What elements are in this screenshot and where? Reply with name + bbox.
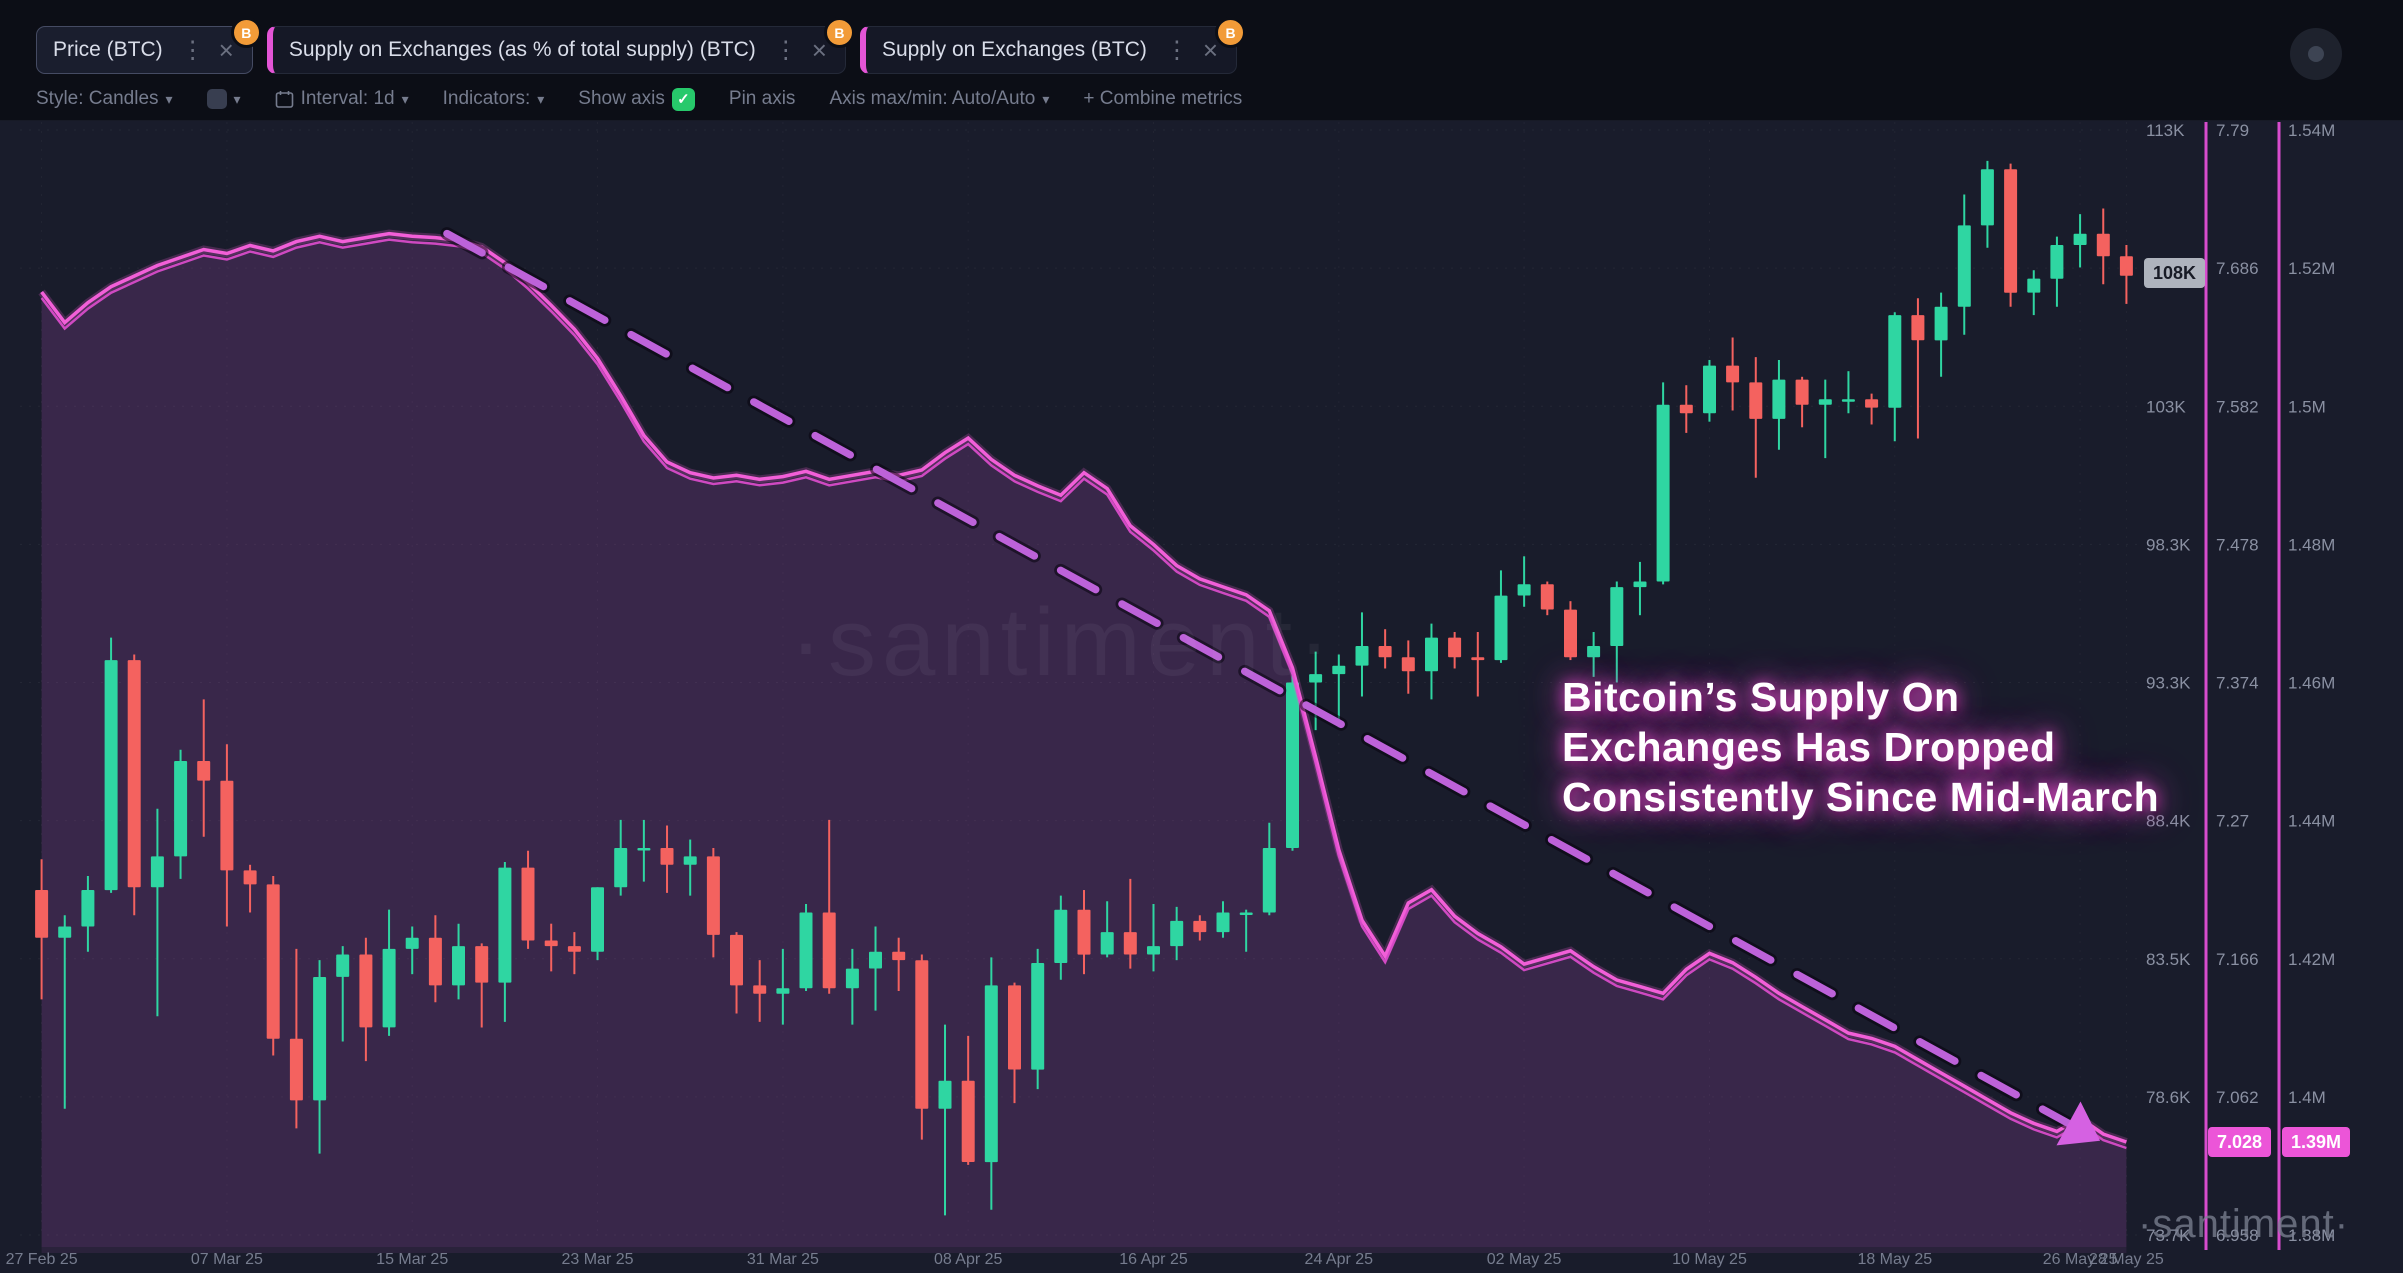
current-price-badge: 108K [2144, 258, 2206, 289]
svg-text:78.6K: 78.6K [2146, 1088, 2191, 1107]
close-icon[interactable]: × [1202, 34, 1219, 65]
svg-text:28 May 25: 28 May 25 [2089, 1251, 2164, 1268]
btc-asset-badge: B [1215, 17, 1247, 48]
svg-text:7.166: 7.166 [2216, 950, 2259, 969]
svg-text:18 May 25: 18 May 25 [1857, 1251, 1932, 1268]
kebab-menu-icon[interactable]: ⋮ [1164, 36, 1189, 64]
svg-text:93.3K: 93.3K [2146, 674, 2191, 693]
chevron-down-icon: ▾ [1042, 90, 1050, 107]
svg-text:27 Feb 25: 27 Feb 25 [6, 1251, 78, 1268]
svg-text:16 Apr 25: 16 Apr 25 [1119, 1251, 1188, 1268]
metric-tabs-bar: Price (BTC) ⋮ × B Supply on Exchanges (a… [36, 17, 1247, 74]
svg-text:1.52M: 1.52M [2288, 259, 2335, 278]
dot-icon [2308, 46, 2324, 62]
chart-actions-button[interactable] [2290, 28, 2342, 80]
btc-asset-badge: B [230, 17, 262, 48]
svg-text:7.374: 7.374 [2216, 674, 2259, 693]
color-swatch [206, 89, 227, 109]
kebab-menu-icon[interactable]: ⋮ [773, 36, 798, 64]
svg-text:23 Mar 25: 23 Mar 25 [561, 1251, 633, 1268]
svg-text:24 Apr 25: 24 Apr 25 [1305, 1251, 1374, 1268]
svg-text:1.42M: 1.42M [2288, 950, 2335, 969]
annotation-line: Exchanges Has Dropped [1562, 724, 2056, 771]
metric-tab-label: Price (BTC) [53, 38, 163, 61]
indicators-dropdown[interactable]: Indicators: ▾ [442, 88, 545, 109]
metric-tab-label: Supply on Exchanges (BTC) [881, 38, 1147, 61]
show-axis-toggle[interactable]: Show axis ✓ [578, 87, 695, 111]
header-bar: Price (BTC) ⋮ × B Supply on Exchanges (a… [0, 0, 2403, 121]
color-swatch-dropdown[interactable]: ▾ [206, 89, 241, 109]
svg-text:1.38M: 1.38M [2288, 1226, 2335, 1245]
svg-text:07 Mar 25: 07 Mar 25 [191, 1251, 263, 1268]
svg-text:98.3K: 98.3K [2146, 535, 2191, 554]
svg-text:31 Mar 25: 31 Mar 25 [747, 1251, 819, 1268]
svg-text:7.686: 7.686 [2216, 259, 2259, 278]
show-axis-checkbox[interactable]: ✓ [671, 87, 695, 111]
style-dropdown[interactable]: Style: Candles ▾ [36, 88, 173, 109]
svg-text:73.7K: 73.7K [2146, 1226, 2191, 1245]
svg-text:7.478: 7.478 [2216, 535, 2259, 554]
current-supply-pct-badge: 7.028 [2208, 1127, 2272, 1158]
svg-text:103K: 103K [2146, 397, 2186, 416]
close-icon[interactable]: × [811, 34, 827, 65]
svg-text:1.46M: 1.46M [2288, 674, 2335, 693]
btc-asset-badge: B [823, 17, 855, 48]
current-supply-btc-badge: 1.39M [2282, 1127, 2351, 1158]
chevron-down-icon: ▾ [233, 90, 241, 107]
metric-tab-supply-btc[interactable]: Supply on Exchanges (BTC) ⋮ × B [859, 17, 1247, 74]
chart-annotation: Bitcoin’s Supply On Exchanges Has Droppe… [1562, 672, 2159, 822]
svg-text:1.5M: 1.5M [2288, 397, 2326, 416]
svg-text:7.062: 7.062 [2216, 1088, 2259, 1107]
svg-text:88.4K: 88.4K [2146, 812, 2191, 831]
svg-text:02 May 25: 02 May 25 [1487, 1251, 1562, 1268]
metric-tab-label: Supply on Exchanges (as % of total suppl… [288, 38, 756, 61]
svg-text:113K: 113K [2146, 121, 2185, 140]
combine-metrics-button[interactable]: + Combine metrics [1083, 88, 1243, 109]
svg-text:15 Mar 25: 15 Mar 25 [376, 1251, 448, 1268]
chevron-down-icon: ▾ [401, 90, 409, 107]
svg-text:7.582: 7.582 [2216, 397, 2259, 416]
svg-text:26 May 25: 26 May 25 [2043, 1251, 2118, 1268]
close-icon[interactable]: × [218, 34, 234, 65]
svg-text:08 Apr 25: 08 Apr 25 [934, 1251, 1003, 1268]
chevron-down-icon: ▾ [537, 90, 545, 107]
kebab-menu-icon[interactable]: ⋮ [180, 36, 205, 64]
chevron-down-icon: ▾ [165, 90, 173, 107]
svg-text:7.27: 7.27 [2216, 812, 2249, 831]
pin-axis-toggle[interactable]: Pin axis [728, 88, 796, 109]
svg-text:1.48M: 1.48M [2288, 535, 2335, 554]
interval-dropdown[interactable]: Interval: 1d ▾ [275, 88, 409, 110]
annotation-line: Bitcoin’s Supply On [1562, 674, 1960, 720]
svg-text:1.54M: 1.54M [2288, 121, 2335, 140]
metric-tab-supply-pct[interactable]: Supply on Exchanges (as % of total suppl… [266, 17, 855, 74]
svg-text:6.958: 6.958 [2216, 1226, 2259, 1245]
svg-text:83.5K: 83.5K [2146, 950, 2191, 969]
axis-maxmin-dropdown[interactable]: Axis max/min: Auto/Auto ▾ [829, 88, 1050, 109]
annotation-line: Consistently Since Mid-March [1562, 774, 2160, 821]
svg-text:10 May 25: 10 May 25 [1672, 1251, 1747, 1268]
chart-toolbar: Style: Candles ▾ ▾ Interval: 1d ▾ Indica… [36, 82, 1242, 116]
calendar-icon [275, 90, 293, 108]
metric-tab-price[interactable]: Price (BTC) ⋮ × B [36, 17, 262, 74]
svg-text:7.79: 7.79 [2216, 121, 2249, 140]
svg-text:1.4M: 1.4M [2288, 1088, 2326, 1107]
svg-text:1.44M: 1.44M [2288, 812, 2335, 831]
